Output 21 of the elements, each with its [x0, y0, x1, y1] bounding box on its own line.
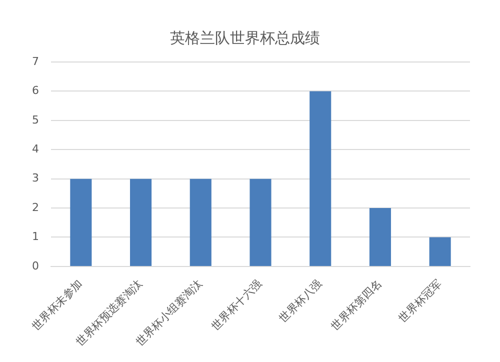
y-tick-label: 5 — [32, 113, 39, 126]
y-tick-label: 6 — [32, 84, 39, 98]
y-tick-label: 1 — [32, 230, 39, 244]
x-tick-label: 世界杯第四名 — [328, 277, 384, 333]
bar — [310, 91, 332, 266]
bar — [429, 237, 451, 266]
x-tick-label: 世界杯未参加 — [29, 277, 86, 333]
y-tick-label: 3 — [32, 172, 39, 185]
y-tick-label: 4 — [32, 142, 39, 156]
x-tick-label: 世界杯十六强 — [208, 277, 265, 333]
x-tick-label: 世界杯冠军 — [396, 277, 444, 326]
x-tick-label: 世界杯八强 — [276, 277, 324, 326]
y-tick-label: 7 — [32, 54, 39, 68]
bar — [70, 178, 92, 266]
bar — [130, 178, 152, 266]
bar — [369, 208, 391, 266]
bar — [190, 178, 212, 266]
chart-title: 英格兰队世界杯总成绩 — [170, 28, 320, 47]
bar — [250, 178, 272, 266]
y-tick-label: 2 — [32, 200, 39, 214]
y-tick-label: 0 — [32, 259, 39, 272]
